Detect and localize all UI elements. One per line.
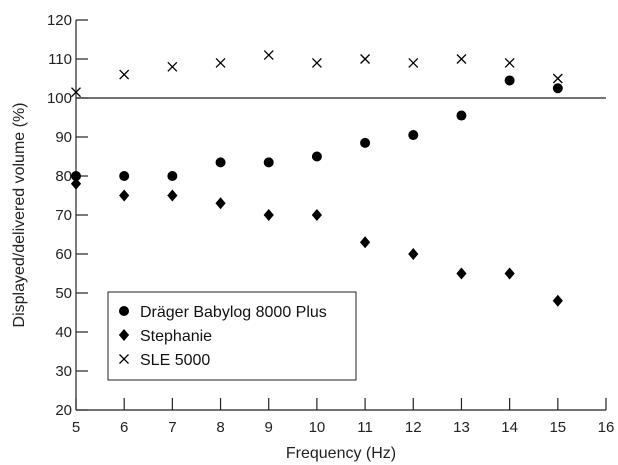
data-point-diamond [167,189,178,202]
data-point-diamond [70,177,82,190]
x-axis-title: Frequency (Hz) [286,445,396,462]
data-point-diamond [119,189,130,202]
data-point-cross [408,57,419,68]
y-tick-label: 80 [55,168,72,185]
legend-label-sle: SLE 5000 [140,352,210,369]
data-point-diamond [359,236,371,249]
legend-marker-cross [119,354,129,364]
y-tick-label: 40 [55,324,72,341]
legend-marker-circle [119,306,129,316]
data-point-circle [504,75,515,86]
data-point-circle [263,157,274,168]
data-point-cross [215,57,226,68]
x-tick-label: 6 [120,419,128,436]
legend-marker-cross [119,354,129,364]
y-tick-label: 90 [55,129,72,146]
x-tick-label: 5 [72,419,80,436]
x-tick-label: 13 [453,419,470,436]
legend-marker-circle [119,306,129,316]
y-tick-label: 120 [47,12,72,29]
data-point-circle [311,151,322,162]
data-point-cross [552,73,563,84]
y-tick-label: 70 [55,207,72,224]
data-point-cross [504,57,515,68]
y-tick-label: 60 [55,246,72,263]
data-point-cross [263,50,274,61]
y-tick-label: 100 [47,90,72,107]
data-point-diamond [263,209,274,221]
x-tick-label: 12 [405,419,422,436]
y-tick-label: 30 [55,363,72,380]
data-point-circle [215,157,226,168]
data-point-circle [456,110,467,121]
x-tick-label: 9 [265,419,273,436]
legend-entry-stephanie: Stephanie [118,328,212,345]
data-point-cross [167,61,178,72]
data-point-circle [167,171,178,181]
data-points [70,50,563,307]
data-point-cross [456,54,467,64]
x-tick-label: 8 [216,419,224,436]
data-point-cross [311,57,322,68]
y-axis-title: Displayed/delivered volume (%) [11,103,28,328]
data-point-circle [360,137,371,148]
y-axis-ticks: 20 30 40 50 60 70 80 90 100 110 120 [47,12,88,419]
x-tick-label: 7 [168,419,176,436]
legend-marker-diamond [118,329,130,341]
data-point-cross [71,87,81,98]
data-point-diamond [504,267,515,280]
legend: Dräger Babylog 8000 Plus Stephanie SLE 5… [107,291,357,381]
legend-box [107,291,357,381]
y-tick-label: 50 [55,285,72,302]
data-point-circle [552,83,563,94]
data-point-cross [119,69,130,80]
legend-entry-babylog: Dräger Babylog 8000 Plus [119,304,327,321]
data-point-circle [119,171,130,181]
y-tick-label: 20 [55,402,72,419]
data-point-diamond [408,248,419,260]
legend-label-stephanie: Stephanie [140,328,212,345]
data-point-circle [71,171,81,181]
data-point-cross [360,54,371,64]
data-point-diamond [215,197,226,210]
data-point-diamond [552,294,563,307]
x-tick-label: 10 [309,419,326,436]
legend-entry-sle: SLE 5000 [119,352,210,369]
data-point-diamond [456,267,467,280]
data-point-circle [408,130,419,141]
x-tick-label: 15 [549,419,566,436]
legend-marker-diamond [118,329,130,341]
x-tick-label: 16 [598,419,615,436]
legend-label-babylog: Dräger Babylog 8000 Plus [140,304,327,321]
data-point-diamond [311,209,323,221]
y-tick-label: 110 [48,51,72,68]
x-axis-ticks: 5 6 7 8 9 10 11 12 13 14 15 16 [72,398,615,436]
x-tick-label: 14 [501,419,518,436]
x-tick-label: 11 [357,419,373,436]
